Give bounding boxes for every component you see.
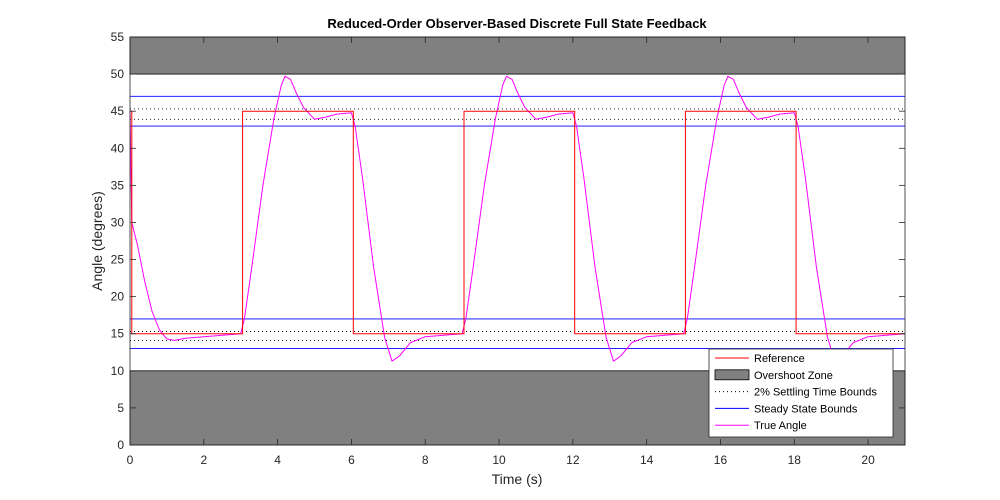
- y-tick-label: 50: [111, 67, 125, 81]
- legend-label: True Angle: [754, 420, 807, 432]
- y-tick-label: 35: [111, 178, 125, 192]
- y-tick-label: 40: [111, 141, 125, 155]
- bound-lines: [130, 95, 905, 350]
- y-axis-label: Angle (degrees): [89, 191, 105, 291]
- x-tick-label: 4: [274, 453, 281, 467]
- y-axis-ticks: 0 5 10 15 20 25 30 35 40 45 50 55: [111, 30, 905, 452]
- x-tick-label: 12: [566, 453, 580, 467]
- legend-label: Reference: [754, 353, 805, 365]
- reference-line: [130, 110, 905, 335]
- legend-label: 2% Settling Time Bounds: [754, 387, 877, 399]
- y-tick-label: 0: [117, 438, 124, 452]
- chart-title: Reduced-Order Observer-Based Discrete Fu…: [327, 16, 707, 31]
- x-tick-label: 10: [492, 453, 506, 467]
- y-tick-label: 20: [111, 290, 125, 304]
- y-tick-label: 10: [111, 364, 125, 378]
- y-tick-label: 5: [117, 401, 124, 415]
- legend: Reference Overshoot Zone 2% Settling Time …: [708, 348, 894, 438]
- x-axis-ticks: 0 2 4 6 8 10 12 14 16 18 20: [127, 37, 875, 467]
- x-tick-label: 0: [127, 453, 134, 467]
- y-tick-label: 15: [111, 327, 125, 341]
- overshoot-zone-0: [129, 36, 906, 75]
- x-tick-label: 20: [861, 453, 875, 467]
- x-tick-label: 2: [200, 453, 207, 467]
- x-tick-label: 8: [422, 453, 429, 467]
- legend-label: Steady State Bounds: [754, 403, 858, 415]
- legend-box: [708, 348, 894, 438]
- y-tick-label: 30: [111, 215, 125, 229]
- x-tick-label: 16: [714, 453, 728, 467]
- legend-swatch: [714, 369, 750, 381]
- x-tick-label: 14: [640, 453, 654, 467]
- legend-label: Overshoot Zone: [754, 370, 833, 382]
- axes-box: [129, 36, 906, 446]
- true-angle-line: [129, 75, 906, 362]
- x-tick-label: 6: [348, 453, 355, 467]
- x-tick-label: 18: [788, 453, 802, 467]
- series-lines: [129, 75, 906, 362]
- x-axis-label: Time (s): [492, 471, 543, 487]
- y-tick-label: 45: [111, 104, 125, 118]
- y-tick-label: 55: [111, 30, 125, 44]
- y-tick-label: 25: [111, 253, 125, 267]
